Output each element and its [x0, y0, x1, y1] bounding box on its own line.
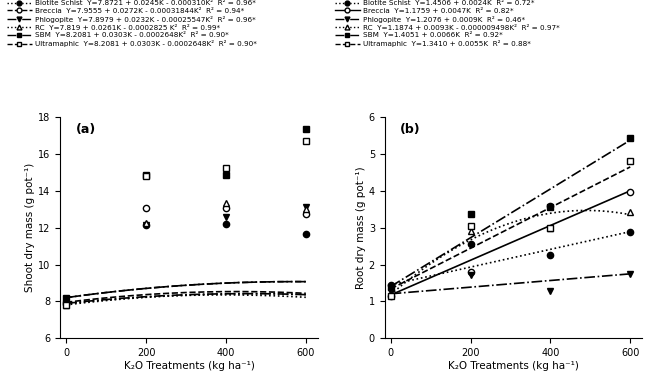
X-axis label: K₂O Treatments (kg ha⁻¹): K₂O Treatments (kg ha⁻¹) [448, 361, 579, 371]
Y-axis label: Shoot dry mass (g pot⁻¹): Shoot dry mass (g pot⁻¹) [25, 163, 35, 292]
X-axis label: K₂O Treatments (kg ha⁻¹): K₂O Treatments (kg ha⁻¹) [124, 361, 254, 371]
Legend: Biotite Schist  Y=1.4506 + 0.0024K  R² = 0.72*, Breccia  Y=1.1759 + 0.0047K  R² : Biotite Schist Y=1.4506 + 0.0024K R² = 0… [334, 0, 559, 47]
Y-axis label: Root dry mass (g pot⁻¹): Root dry mass (g pot⁻¹) [356, 166, 366, 289]
Text: (a): (a) [76, 123, 96, 137]
Legend: Biotite Schist  Y=7.8721 + 0.0245K - 0.000310K²  R² = 0.96*, Breccia  Y=7.9555 +: Biotite Schist Y=7.8721 + 0.0245K - 0.00… [7, 0, 257, 47]
Text: (b): (b) [400, 123, 421, 137]
